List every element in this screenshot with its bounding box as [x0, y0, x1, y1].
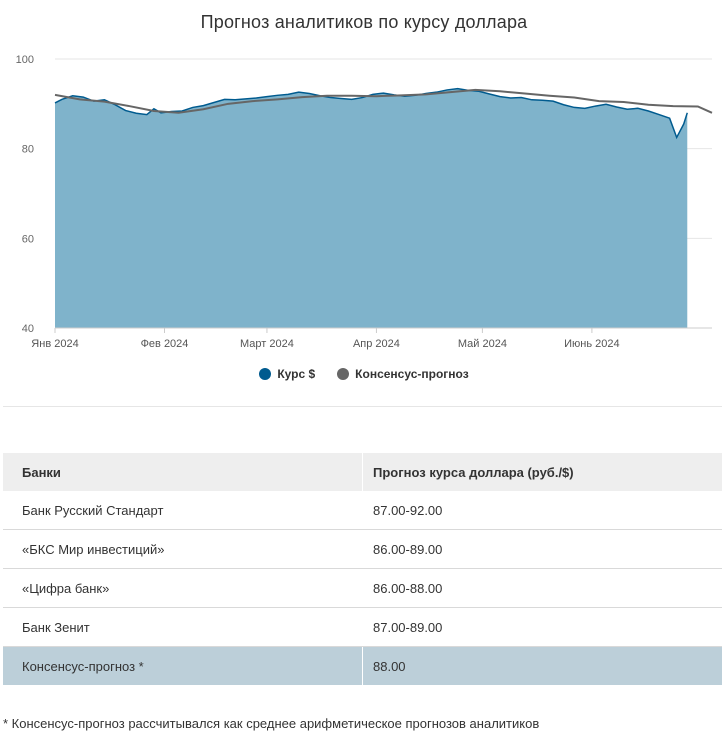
x-tick-label: Янв 2024 [31, 338, 78, 350]
header-banks: Банки [3, 453, 363, 491]
bank-name: Банк Русский Стандарт [3, 491, 363, 530]
rate-area-fill [55, 88, 688, 328]
footnote: * Консенсус-прогноз рассчитывался как ср… [3, 716, 540, 731]
usd-rate-chart: 40 60 80 100 Янв 2024 Фев 2024 Март 2024 Апр 20… [16, 54, 713, 350]
bank-forecast: 87.00-92.00 [362, 491, 722, 530]
rate-line [54, 87, 688, 140]
bank-name: Банк Зенит [3, 607, 363, 647]
table-row: «Цифра банк» 86.00-88.00 [3, 568, 722, 608]
legend-rate-label: Курс $ [277, 367, 316, 381]
section-divider [3, 406, 722, 407]
legend-consensus-label: Консенсус-прогноз [355, 367, 469, 381]
x-tick-label: Фев 2024 [141, 338, 189, 350]
consensus-row: Консенсус-прогноз * 88.00 [3, 646, 722, 685]
consensus-label: Консенсус-прогноз * [3, 646, 363, 685]
y-tick-label: 100 [16, 54, 34, 66]
x-tick-label: Март 2024 [240, 338, 294, 350]
x-tick-label: Июнь 2024 [564, 338, 620, 350]
chart-title: Прогноз аналитиков по курсу доллара [200, 12, 528, 32]
header-forecast: Прогноз курса доллара (руб./$) [362, 453, 722, 491]
bank-name: «БКС Мир инвестиций» [3, 529, 363, 569]
bank-forecast: 86.00-89.00 [362, 529, 722, 569]
table-row: Банк Русский Стандарт 87.00-92.00 [3, 491, 722, 530]
table-row: Банк Зенит 87.00-89.00 [3, 607, 722, 647]
bank-name: «Цифра банк» [3, 568, 363, 608]
consensus-value: 88.00 [362, 646, 722, 685]
legend-item-consensus[interactable]: Консенсус-прогноз [337, 367, 469, 381]
y-tick-label: 60 [22, 233, 34, 245]
legend-rate-marker [259, 368, 272, 380]
x-tick-label: Май 2024 [458, 338, 507, 350]
consensus-line [54, 88, 713, 114]
x-tick-label: Апр 2024 [353, 338, 400, 350]
chart-legend: Курс $ Консенсус-прогноз [0, 367, 728, 381]
y-tick-label: 40 [22, 323, 34, 335]
forecast-table: Банки Прогноз курса доллара (руб./$) Бан… [3, 453, 722, 685]
table-header-row: Банки Прогноз курса доллара (руб./$) [3, 453, 722, 491]
legend-item-rate[interactable]: Курс $ [259, 367, 315, 381]
y-tick-label: 80 [22, 144, 34, 156]
bank-forecast: 86.00-88.00 [362, 568, 722, 608]
bank-forecast: 87.00-89.00 [362, 607, 722, 647]
legend-consensus-marker [337, 368, 350, 380]
table-row: «БКС Мир инвестиций» 86.00-89.00 [3, 529, 722, 569]
